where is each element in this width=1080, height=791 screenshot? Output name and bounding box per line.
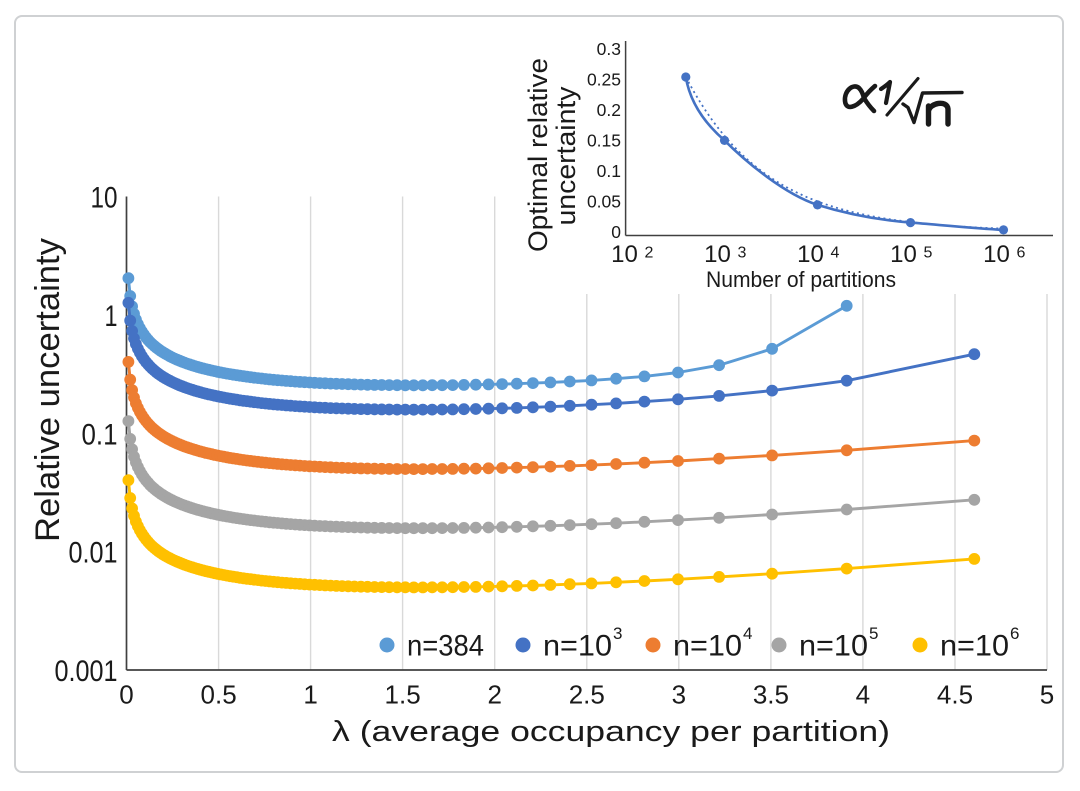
svg-text:4: 4 [831,245,840,262]
svg-text:0.2: 0.2 [597,100,621,120]
svg-text:0.25: 0.25 [587,70,621,90]
svg-text:3: 3 [613,624,622,643]
svg-text:1: 1 [105,300,118,333]
svg-text:5: 5 [869,624,878,643]
svg-text:10: 10 [983,241,1010,268]
svg-text:n=384: n=384 [407,630,484,663]
svg-text:6: 6 [1010,624,1019,643]
svg-text:3: 3 [738,245,747,262]
svg-text:10: 10 [611,241,638,268]
svg-text:0.15: 0.15 [587,131,621,151]
svg-text:5: 5 [1040,680,1054,710]
svg-text:uncertainty: uncertainty [551,86,581,226]
svg-text:1.5: 1.5 [385,680,421,710]
svg-text:6: 6 [1017,245,1026,262]
svg-text:4: 4 [856,680,870,710]
svg-text:0.01: 0.01 [69,537,118,570]
svg-text:0.1: 0.1 [82,418,118,451]
svg-text:4.5: 4.5 [937,680,973,710]
svg-text:10: 10 [890,241,917,268]
svg-text:1: 1 [303,680,317,710]
svg-text:2.5: 2.5 [569,680,605,710]
svg-text:4: 4 [743,624,752,643]
svg-text:n=10: n=10 [543,630,612,663]
svg-text:Optimal relative: Optimal relative [523,58,553,252]
svg-text:5: 5 [924,245,933,262]
svg-text:0.5: 0.5 [201,680,237,710]
svg-text:n=10: n=10 [799,630,868,663]
svg-text:Number of partitions: Number of partitions [706,267,896,292]
svg-text:10: 10 [797,241,824,268]
svg-text:10: 10 [704,241,731,268]
svg-text:0.05: 0.05 [587,191,621,211]
svg-text:0.1: 0.1 [597,161,621,181]
svg-text:λ (average occupancy per parti: λ (average occupancy per partition) [332,716,890,748]
svg-text:0.001: 0.001 [55,655,118,688]
svg-text:2: 2 [487,680,501,710]
svg-text:3: 3 [672,680,686,710]
svg-text:0.3: 0.3 [597,39,621,59]
svg-text:n=10: n=10 [673,630,742,663]
svg-text:2: 2 [645,245,654,262]
svg-text:0: 0 [119,680,133,710]
svg-text:3.5: 3.5 [753,680,789,710]
svg-text:10: 10 [91,182,118,215]
svg-text:0: 0 [611,222,621,242]
svg-text:n=10: n=10 [940,630,1009,663]
svg-text:Relative uncertainty: Relative uncertainty [29,238,67,542]
